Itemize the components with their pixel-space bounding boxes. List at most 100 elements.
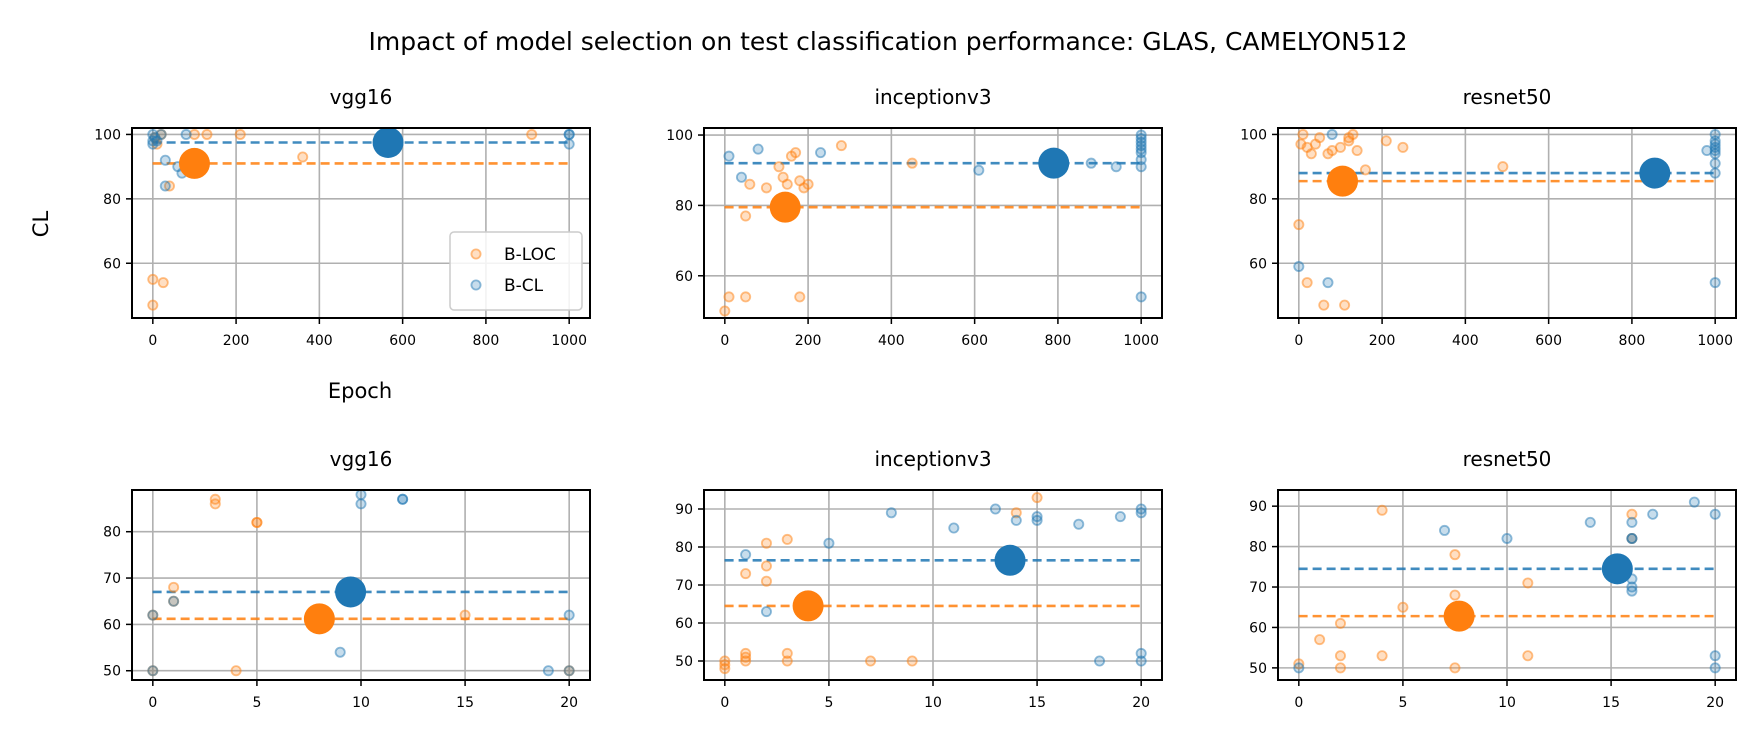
b-loc-point xyxy=(740,210,752,222)
b-cl-point xyxy=(1501,533,1513,545)
x-tick-label: 800 xyxy=(473,333,500,349)
b-cl-point xyxy=(1709,650,1721,662)
b-loc-point xyxy=(781,655,793,667)
b-cl-point xyxy=(147,665,159,677)
y-tick-label: 90 xyxy=(1249,499,1267,515)
b-loc-point xyxy=(719,655,731,667)
b-cl-selected-point xyxy=(1601,553,1633,585)
figure-title: Impact of model selection on test classi… xyxy=(368,27,1407,56)
b-cl-point xyxy=(1135,161,1147,173)
b-loc-point xyxy=(1626,508,1638,520)
b-loc-point xyxy=(147,299,159,311)
b-loc-point xyxy=(251,516,263,528)
b-loc-selected-point xyxy=(1443,600,1475,632)
axes-frame xyxy=(703,127,1163,319)
subplot-title: resnet50 xyxy=(1463,447,1552,471)
b-loc-point xyxy=(760,560,772,572)
x-tick-label: 400 xyxy=(878,333,905,349)
subplot-1: 0 200 400 600 800 1000 60 80 100 vgg16 xyxy=(94,85,591,349)
x-tick-label: 0 xyxy=(1294,333,1303,349)
y-tick-label: 60 xyxy=(675,616,693,632)
y-tick-label: 70 xyxy=(103,571,121,587)
y-tick-label: 80 xyxy=(1249,192,1267,208)
b-cl-selected-point xyxy=(372,126,404,158)
x-tick-label: 20 xyxy=(560,695,578,711)
b-cl-point xyxy=(815,147,827,159)
x-tick-label: 20 xyxy=(1132,695,1150,711)
b-loc-point xyxy=(1449,589,1461,601)
b-loc-selected-point xyxy=(769,191,801,223)
b-cl-point xyxy=(1439,524,1451,536)
b-cl-point xyxy=(1010,514,1022,526)
b-loc-point xyxy=(723,291,735,303)
b-loc-point xyxy=(1376,650,1388,662)
b-loc-point xyxy=(781,533,793,545)
x-tick-label: 800 xyxy=(1619,333,1646,349)
b-cl-selected-point xyxy=(1639,157,1671,189)
legend-label: B-CL xyxy=(504,276,544,296)
x-tick-label: 15 xyxy=(1028,695,1046,711)
x-tick-label: 200 xyxy=(223,333,250,349)
x-axis-label: Epoch xyxy=(328,379,392,403)
b-loc-point xyxy=(906,157,918,169)
y-tick-label: 70 xyxy=(1249,580,1267,596)
axes-frame xyxy=(131,127,591,319)
axes-frame xyxy=(1277,127,1737,319)
b-loc-point xyxy=(1380,135,1392,147)
x-tick-label: 10 xyxy=(352,695,370,711)
b-cl-point xyxy=(1110,161,1122,173)
y-tick-label: 100 xyxy=(1240,127,1267,143)
b-loc-point xyxy=(1359,164,1371,176)
b-cl-point xyxy=(1584,516,1596,528)
legend-label: B-LOC xyxy=(504,245,556,265)
x-tick-label: 0 xyxy=(1294,695,1303,711)
subplot-2: 0 200 400 600 800 1000 60 80 100 inceptionv3 xyxy=(666,85,1163,349)
b-loc-point xyxy=(1334,141,1346,153)
b-loc-point xyxy=(1347,128,1359,140)
b-loc-point xyxy=(1010,507,1022,519)
x-tick-label: 600 xyxy=(1535,333,1562,349)
b-cl-point xyxy=(159,154,171,166)
b-cl-selected-point xyxy=(335,576,367,608)
subplot-6: 0 5 10 15 20 50 60 70 80 90 resnet50 xyxy=(1249,447,1737,711)
x-tick-label: 1000 xyxy=(551,333,587,349)
legend-marker xyxy=(470,248,482,260)
subplot-3: 0 200 400 600 800 1000 60 80 100 resnet50 xyxy=(1240,85,1737,349)
b-cl-point xyxy=(1647,508,1659,520)
b-loc-point xyxy=(1314,132,1326,144)
b-loc-point xyxy=(1334,662,1346,674)
x-tick-label: 400 xyxy=(1452,333,1479,349)
b-loc-point xyxy=(147,273,159,285)
b-loc-point xyxy=(794,291,806,303)
x-tick-label: 10 xyxy=(924,695,942,711)
b-loc-selected-point xyxy=(1327,165,1359,197)
b-loc-point xyxy=(1334,617,1346,629)
x-tick-label: 5 xyxy=(1398,695,1407,711)
b-loc-point xyxy=(719,305,731,317)
b-cl-point xyxy=(1135,503,1147,515)
subplot-5: 0 5 10 15 20 50 60 70 80 90 inceptionv3 xyxy=(675,447,1163,711)
b-loc-point xyxy=(760,537,772,549)
b-cl-selected-point xyxy=(1038,147,1070,179)
b-cl-point xyxy=(1326,128,1338,140)
b-loc-selected-point xyxy=(178,147,210,179)
y-tick-label: 60 xyxy=(103,617,121,633)
b-cl-point xyxy=(1709,167,1721,179)
y-tick-label: 60 xyxy=(1249,256,1267,272)
b-cl-point xyxy=(397,493,409,505)
b-cl-point xyxy=(1626,533,1638,545)
x-tick-label: 1000 xyxy=(1123,333,1159,349)
b-loc-point xyxy=(459,609,471,621)
x-tick-label: 20 xyxy=(1706,695,1724,711)
x-tick-label: 600 xyxy=(961,333,988,349)
x-tick-label: 15 xyxy=(1602,695,1620,711)
b-loc-point xyxy=(526,128,538,140)
b-loc-point xyxy=(1522,577,1534,589)
y-axis-label: CL xyxy=(29,211,53,238)
b-loc-point xyxy=(744,178,756,190)
x-tick-label: 0 xyxy=(148,695,157,711)
b-cl-point xyxy=(180,128,192,140)
legend: B-LOC B-CL xyxy=(449,231,583,311)
x-tick-label: 600 xyxy=(389,333,416,349)
